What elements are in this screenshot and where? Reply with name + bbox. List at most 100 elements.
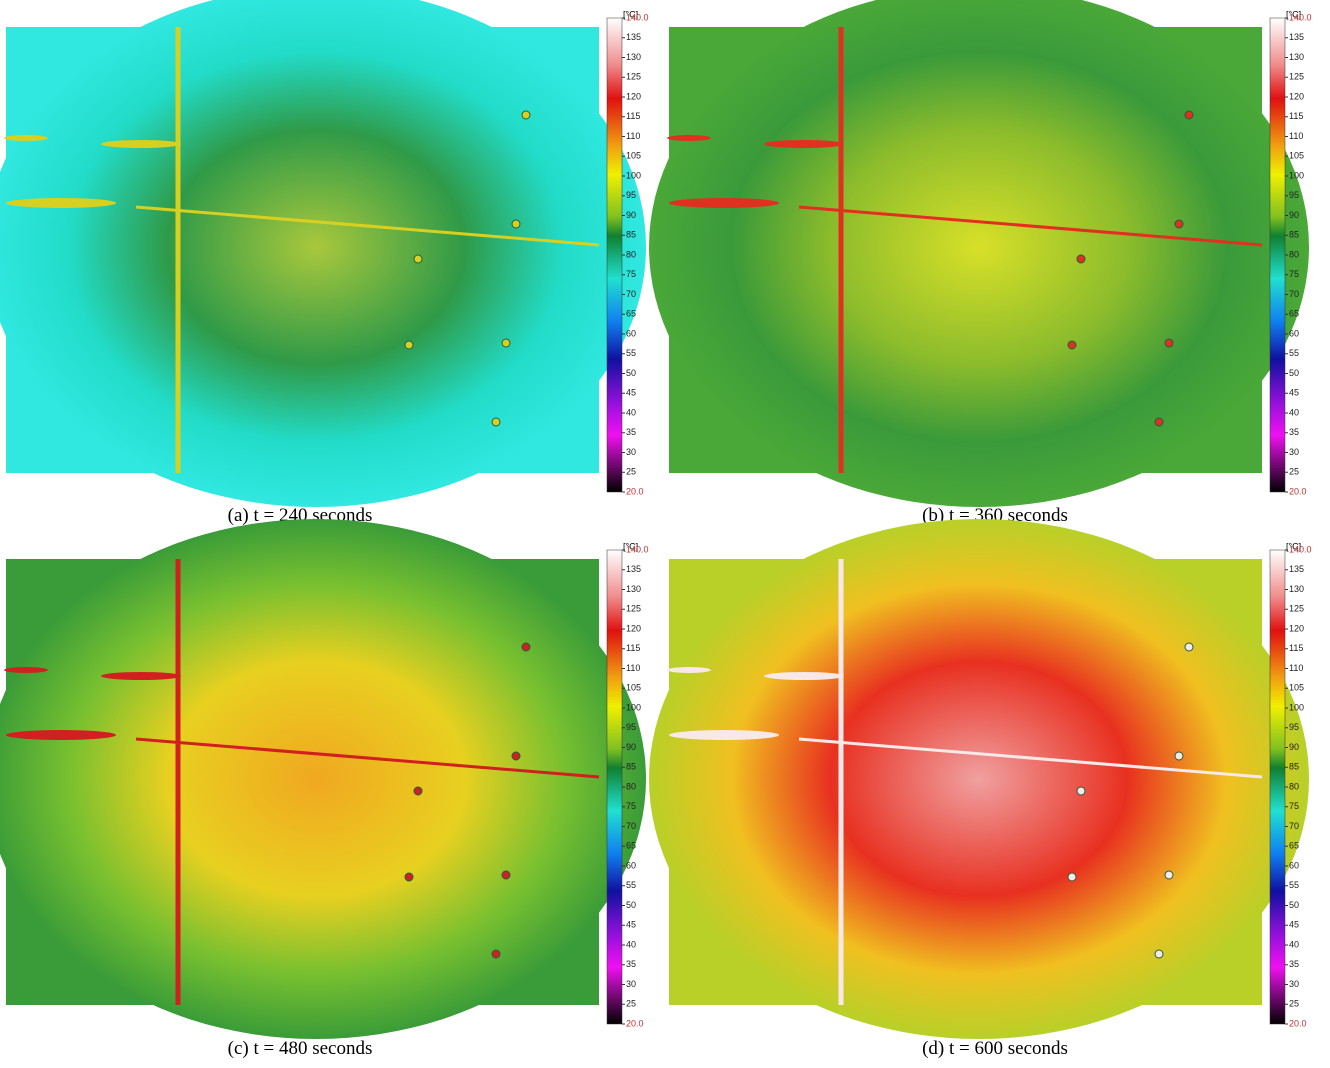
caption: (c) t = 480 seconds	[228, 1038, 373, 1059]
colorbar-tick-label: 100	[1289, 170, 1304, 180]
colorbar-tick-label: 85	[1289, 762, 1299, 772]
weld-seg	[667, 667, 711, 673]
colorbar-tick-label: 75	[1289, 269, 1299, 279]
hot-spot	[522, 643, 530, 651]
thermal-panel: [°C]140.01351301251201151101051009590858…	[649, 519, 1312, 1059]
colorbar-tick-label: 120	[1289, 91, 1304, 101]
colorbar	[1270, 18, 1285, 492]
colorbar-tick-label: 25	[1289, 999, 1299, 1009]
hot-spot	[1155, 950, 1163, 958]
colorbar-tick-label: 110	[626, 131, 640, 141]
colorbar-tick-label: 100	[626, 702, 641, 712]
hot-spot	[1068, 341, 1076, 349]
hot-spot	[1068, 873, 1076, 881]
weld-seg	[101, 672, 181, 680]
colorbar-tick-label: 65	[626, 309, 636, 319]
colorbar-tick-label: 70	[1289, 289, 1299, 299]
colorbar-tick-label: 125	[1289, 72, 1304, 82]
colorbar-tick-label: 95	[1289, 722, 1299, 732]
colorbar-tick-label: 125	[626, 604, 641, 614]
colorbar-tick-label: 125	[1289, 604, 1304, 614]
weld-seg	[669, 730, 779, 740]
colorbar-tick-label: 110	[1289, 663, 1303, 673]
colorbar-tick-label: 140.0	[626, 12, 649, 22]
heat-zone	[649, 519, 1309, 1039]
colorbar-tick-label: 95	[626, 722, 636, 732]
colorbar-tick-label: 80	[626, 249, 636, 259]
colorbar-tick-label: 110	[1289, 131, 1303, 141]
hot-spot	[1077, 787, 1085, 795]
hot-spot	[414, 255, 422, 263]
heat-zone	[649, 0, 1309, 507]
colorbar-tick-label: 130	[1289, 584, 1304, 594]
colorbar-tick-label: 45	[1289, 388, 1299, 398]
hot-spot	[405, 873, 413, 881]
caption: (d) t = 600 seconds	[922, 1038, 1068, 1059]
colorbar-tick-label: 25	[626, 467, 636, 477]
colorbar-tick-label: 40	[1289, 407, 1299, 417]
colorbar-tick-label: 40	[626, 407, 636, 417]
colorbar-tick-label: 30	[626, 979, 636, 989]
hot-spot	[1175, 220, 1183, 228]
colorbar-tick-label: 135	[626, 32, 641, 42]
colorbar-tick-label: 40	[626, 939, 636, 949]
hot-spot	[1165, 871, 1173, 879]
colorbar	[1270, 550, 1285, 1024]
weld-seg	[667, 135, 711, 141]
colorbar-tick-label: 130	[626, 584, 641, 594]
colorbar-tick-label: 60	[626, 860, 636, 870]
colorbar-tick-label: 105	[1289, 151, 1304, 161]
colorbar-tick-label: 70	[1289, 821, 1299, 831]
thermal-panel: [°C]140.01351301251201151101051009590858…	[0, 0, 649, 526]
colorbar-tick-label: 70	[626, 289, 636, 299]
colorbar-tick-label: 60	[626, 328, 636, 338]
colorbar-tick-label: 20.0	[626, 486, 644, 496]
colorbar-tick-label: 50	[1289, 368, 1299, 378]
colorbar-tick-label: 75	[626, 801, 636, 811]
heat-zone	[0, 519, 646, 1039]
colorbar-tick-label: 45	[626, 920, 636, 930]
colorbar-tick-label: 45	[1289, 920, 1299, 930]
colorbar-tick-label: 75	[626, 269, 636, 279]
hot-spot	[1185, 643, 1193, 651]
colorbar-tick-label: 60	[1289, 860, 1299, 870]
colorbar-tick-label: 115	[1289, 643, 1303, 653]
colorbar-tick-label: 120	[626, 91, 641, 101]
colorbar-tick-label: 35	[626, 959, 636, 969]
hot-spot	[405, 341, 413, 349]
hot-spot	[1185, 111, 1193, 119]
colorbar-tick-label: 60	[1289, 328, 1299, 338]
colorbar-tick-label: 85	[626, 230, 636, 240]
weld-seg	[764, 140, 844, 148]
colorbar-tick-label: 55	[626, 880, 636, 890]
thermal-panel: [°C]140.01351301251201151101051009590858…	[0, 519, 649, 1059]
colorbar-tick-label: 35	[1289, 427, 1299, 437]
colorbar-tick-label: 105	[1289, 683, 1304, 693]
colorbar-tick-label: 20.0	[1289, 486, 1307, 496]
hot-spot	[1165, 339, 1173, 347]
colorbar-tick-label: 110	[626, 663, 640, 673]
colorbar-tick-label: 30	[626, 447, 636, 457]
colorbar-tick-label: 50	[1289, 900, 1299, 910]
weld-seg	[764, 672, 844, 680]
hot-spot	[502, 339, 510, 347]
colorbar-tick-label: 75	[1289, 801, 1299, 811]
colorbar-tick-label: 55	[1289, 880, 1299, 890]
colorbar-tick-label: 140.0	[1289, 12, 1312, 22]
colorbar-tick-label: 100	[1289, 702, 1304, 712]
colorbar-tick-label: 90	[626, 210, 636, 220]
colorbar-tick-label: 115	[1289, 111, 1303, 121]
colorbar-tick-label: 90	[626, 742, 636, 752]
heat-zone	[0, 0, 646, 507]
colorbar-tick-label: 120	[626, 623, 641, 633]
colorbar-tick-label: 55	[626, 348, 636, 358]
colorbar-tick-label: 135	[1289, 32, 1304, 42]
colorbar-tick-label: 120	[1289, 623, 1304, 633]
colorbar-tick-label: 140.0	[626, 544, 649, 554]
hot-spot	[414, 787, 422, 795]
colorbar-tick-label: 140.0	[1289, 544, 1312, 554]
colorbar-tick-label: 70	[626, 821, 636, 831]
colorbar	[607, 550, 622, 1024]
colorbar-tick-label: 40	[1289, 939, 1299, 949]
page: {"panels": [ {"caption": "(a) t = 240 se…	[0, 0, 1330, 1068]
